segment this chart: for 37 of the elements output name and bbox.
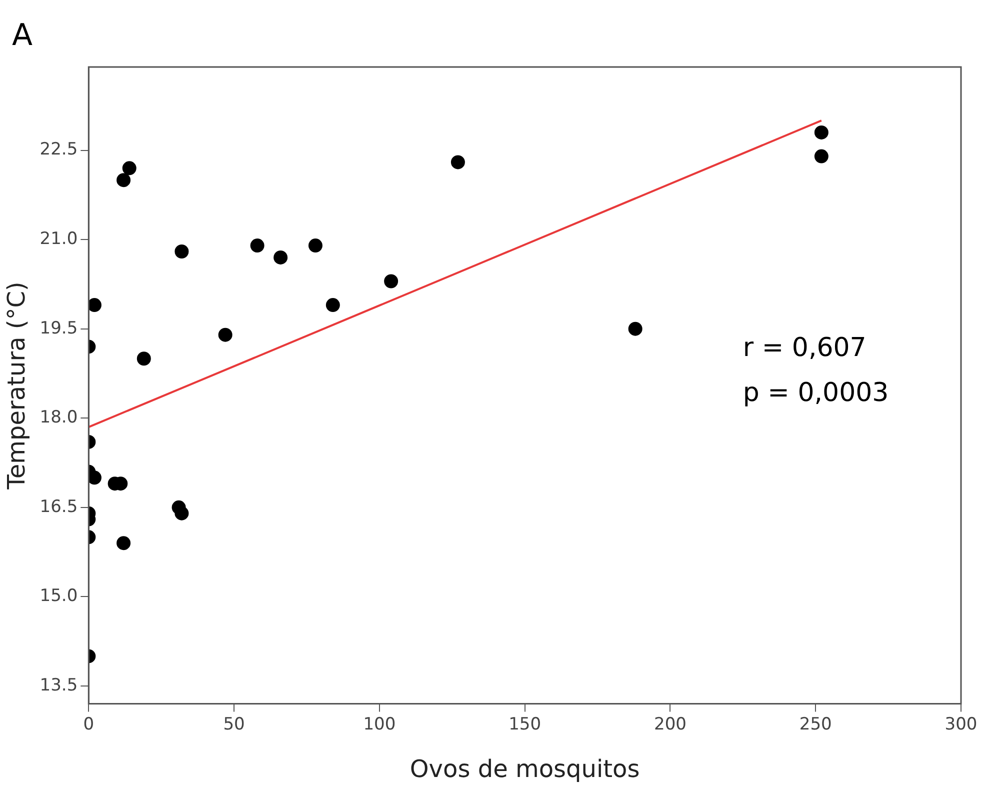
x-tick-label: 300: [944, 714, 978, 734]
y-tick-label: 21.0: [40, 229, 78, 250]
y-tick-label: 16.5: [40, 496, 78, 517]
point: [174, 506, 189, 520]
y-axis-title: Temperatura (°C): [2, 282, 31, 490]
y-tick-label: 19.5: [40, 318, 78, 338]
point: [274, 250, 288, 264]
x-tick-label: 250: [799, 714, 832, 734]
x-tick-label: 100: [363, 714, 396, 734]
x-axis-title: Ovos de mosquitos: [410, 754, 640, 783]
point: [174, 244, 189, 258]
point: [814, 125, 828, 140]
point: [218, 328, 232, 342]
y-tick-label: 22.5: [40, 140, 78, 160]
point: [250, 238, 264, 253]
point: [116, 173, 131, 188]
point: [308, 238, 322, 253]
x-tick-label: 0: [83, 714, 94, 734]
x-tick-label: 200: [654, 714, 686, 734]
y-tick-label: 13.5: [40, 675, 78, 696]
point: [628, 322, 642, 336]
annotation: r = 0,607: [742, 333, 866, 363]
point: [116, 536, 131, 550]
point: [450, 155, 465, 170]
point: [814, 149, 828, 164]
annotation: p = 0,0003: [742, 378, 889, 408]
point: [88, 298, 102, 312]
x-tick-label: 50: [223, 714, 245, 734]
point: [136, 352, 151, 366]
x-tick-label: 150: [508, 714, 542, 734]
point: [384, 274, 398, 288]
point: [88, 470, 102, 485]
y-tick-label: 18.0: [40, 408, 78, 428]
point: [326, 298, 340, 312]
text: A: [12, 18, 33, 53]
point: [122, 161, 136, 176]
y-tick-label: 15.0: [40, 586, 78, 606]
